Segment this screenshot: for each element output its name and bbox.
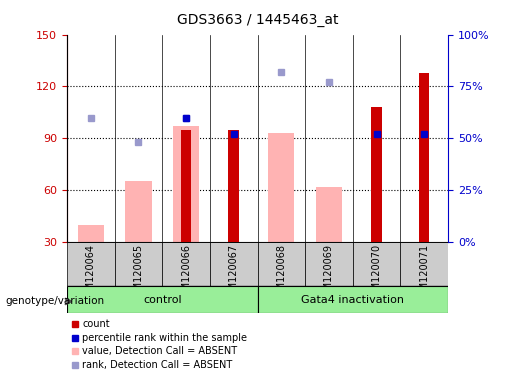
Bar (258, 286, 448, 313)
Text: GSM120067: GSM120067 (229, 244, 238, 303)
Bar (173, 126, 199, 242)
Text: GSM120068: GSM120068 (277, 244, 286, 303)
Bar (78, 225, 104, 242)
Text: percentile rank within the sample: percentile rank within the sample (82, 333, 247, 343)
Text: control: control (143, 295, 182, 305)
Text: GSM120071: GSM120071 (419, 244, 429, 303)
Text: GDS3663 / 1445463_at: GDS3663 / 1445463_at (177, 13, 338, 27)
Text: GSM120064: GSM120064 (86, 244, 96, 303)
Bar (67, 286, 258, 313)
Text: Gata4 inactivation: Gata4 inactivation (301, 295, 404, 305)
Bar (229, 130, 239, 242)
Bar (305, 242, 353, 286)
Text: count: count (82, 319, 110, 329)
Bar (353, 242, 401, 286)
Bar (67, 242, 115, 286)
Text: genotype/variation: genotype/variation (5, 296, 104, 306)
Text: GSM120069: GSM120069 (324, 244, 334, 303)
Text: GSM120066: GSM120066 (181, 244, 191, 303)
Bar (125, 182, 151, 242)
Text: value, Detection Call = ABSENT: value, Detection Call = ABSENT (82, 346, 237, 356)
Bar (210, 242, 258, 286)
Bar (419, 73, 430, 242)
Bar (181, 130, 191, 242)
Bar (114, 242, 162, 286)
Bar (316, 187, 342, 242)
Bar (401, 242, 448, 286)
Text: GSM120070: GSM120070 (372, 244, 382, 303)
Bar (268, 133, 295, 242)
Bar (371, 107, 382, 242)
Bar (258, 242, 305, 286)
Text: rank, Detection Call = ABSENT: rank, Detection Call = ABSENT (82, 360, 233, 370)
Text: GSM120065: GSM120065 (133, 244, 143, 303)
Bar (162, 242, 210, 286)
